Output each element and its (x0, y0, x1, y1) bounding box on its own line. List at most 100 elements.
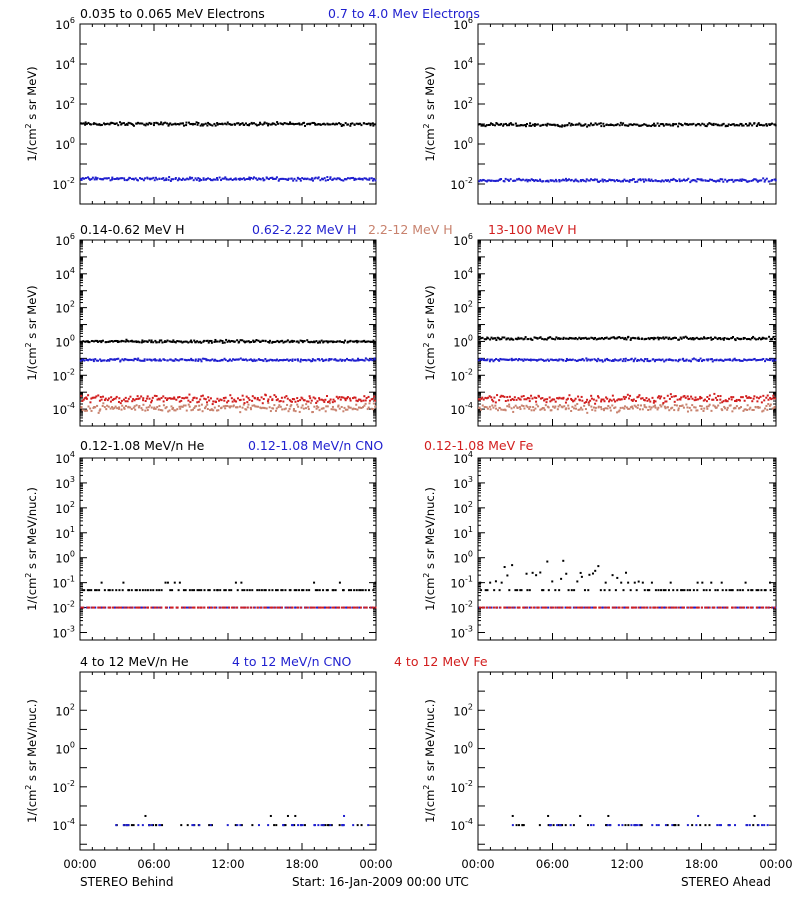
data-point (214, 338, 217, 341)
data-point (520, 179, 523, 182)
data-point (649, 400, 652, 403)
data-point (507, 399, 510, 402)
data-point (332, 589, 335, 592)
data-point (769, 581, 772, 584)
data-point (728, 397, 731, 400)
data-point (208, 339, 211, 342)
data-point (509, 399, 512, 402)
data-point (600, 408, 603, 411)
data-point (602, 180, 605, 183)
data-point (114, 358, 117, 361)
data-point (753, 357, 756, 360)
data-point (643, 360, 646, 363)
data-point (611, 123, 614, 126)
data-point (365, 177, 368, 180)
data-point (763, 824, 766, 827)
data-point (624, 360, 627, 363)
data-point (492, 406, 495, 409)
data-point (184, 340, 187, 343)
data-point (146, 340, 149, 343)
data-point (251, 399, 254, 402)
data-point (251, 824, 254, 827)
plot-frame (79, 671, 377, 851)
data-point (729, 404, 732, 407)
data-point (548, 396, 551, 399)
data-point (589, 399, 592, 402)
data-point (357, 340, 360, 343)
data-point (528, 359, 531, 362)
data-point (311, 121, 314, 124)
data-point (100, 340, 103, 343)
data-point (295, 179, 298, 182)
data-point (150, 359, 153, 362)
data-point (502, 123, 505, 126)
data-point (138, 397, 141, 400)
data-point (742, 124, 745, 127)
data-point (606, 407, 609, 410)
data-point (209, 824, 212, 827)
data-point (769, 123, 772, 126)
data-point (715, 358, 718, 361)
data-point (253, 397, 256, 400)
data-point (552, 606, 555, 609)
data-point (117, 357, 120, 360)
data-point (592, 824, 595, 827)
data-point (695, 123, 698, 126)
data-point (584, 180, 587, 183)
data-point (339, 398, 342, 401)
data-point (229, 340, 232, 343)
data-point (725, 589, 728, 592)
data-point (719, 395, 722, 398)
data-point (487, 337, 490, 340)
data-point (215, 401, 218, 404)
data-point (579, 123, 582, 126)
data-point (278, 341, 281, 344)
data-point (289, 400, 292, 403)
data-point (541, 358, 544, 361)
data-point (208, 824, 211, 827)
data-point (731, 123, 734, 126)
data-point (107, 340, 110, 343)
data-point (588, 573, 591, 576)
data-point (257, 405, 260, 408)
data-point (160, 177, 163, 180)
data-point (222, 606, 225, 609)
data-point (702, 409, 705, 412)
data-point (500, 122, 503, 125)
data-point (247, 340, 250, 343)
data-point (579, 571, 582, 574)
data-point (141, 177, 144, 180)
data-point (523, 398, 526, 401)
data-point (187, 178, 190, 181)
data-point (254, 405, 257, 408)
data-point (719, 337, 722, 340)
data-point (150, 399, 153, 402)
data-point (359, 606, 362, 609)
data-point (372, 124, 375, 127)
data-point (508, 403, 511, 406)
data-point (567, 404, 570, 407)
data-point (534, 336, 537, 339)
data-point (301, 824, 304, 827)
data-point (356, 400, 359, 403)
data-point (622, 180, 625, 183)
data-point (137, 357, 140, 360)
data-point (266, 606, 269, 609)
data-point (637, 580, 640, 583)
data-point (308, 589, 311, 592)
data-point (282, 358, 285, 361)
data-point (190, 357, 193, 360)
data-point (507, 606, 510, 609)
data-point (275, 176, 278, 179)
data-point (199, 358, 202, 361)
data-point (518, 824, 521, 827)
data-point (276, 589, 279, 592)
data-point (708, 397, 711, 400)
data-point (500, 338, 503, 341)
data-point (751, 408, 754, 411)
data-point (132, 359, 135, 362)
data-point (593, 178, 596, 181)
data-point (129, 122, 132, 125)
data-point (299, 339, 302, 342)
data-point (654, 179, 657, 182)
